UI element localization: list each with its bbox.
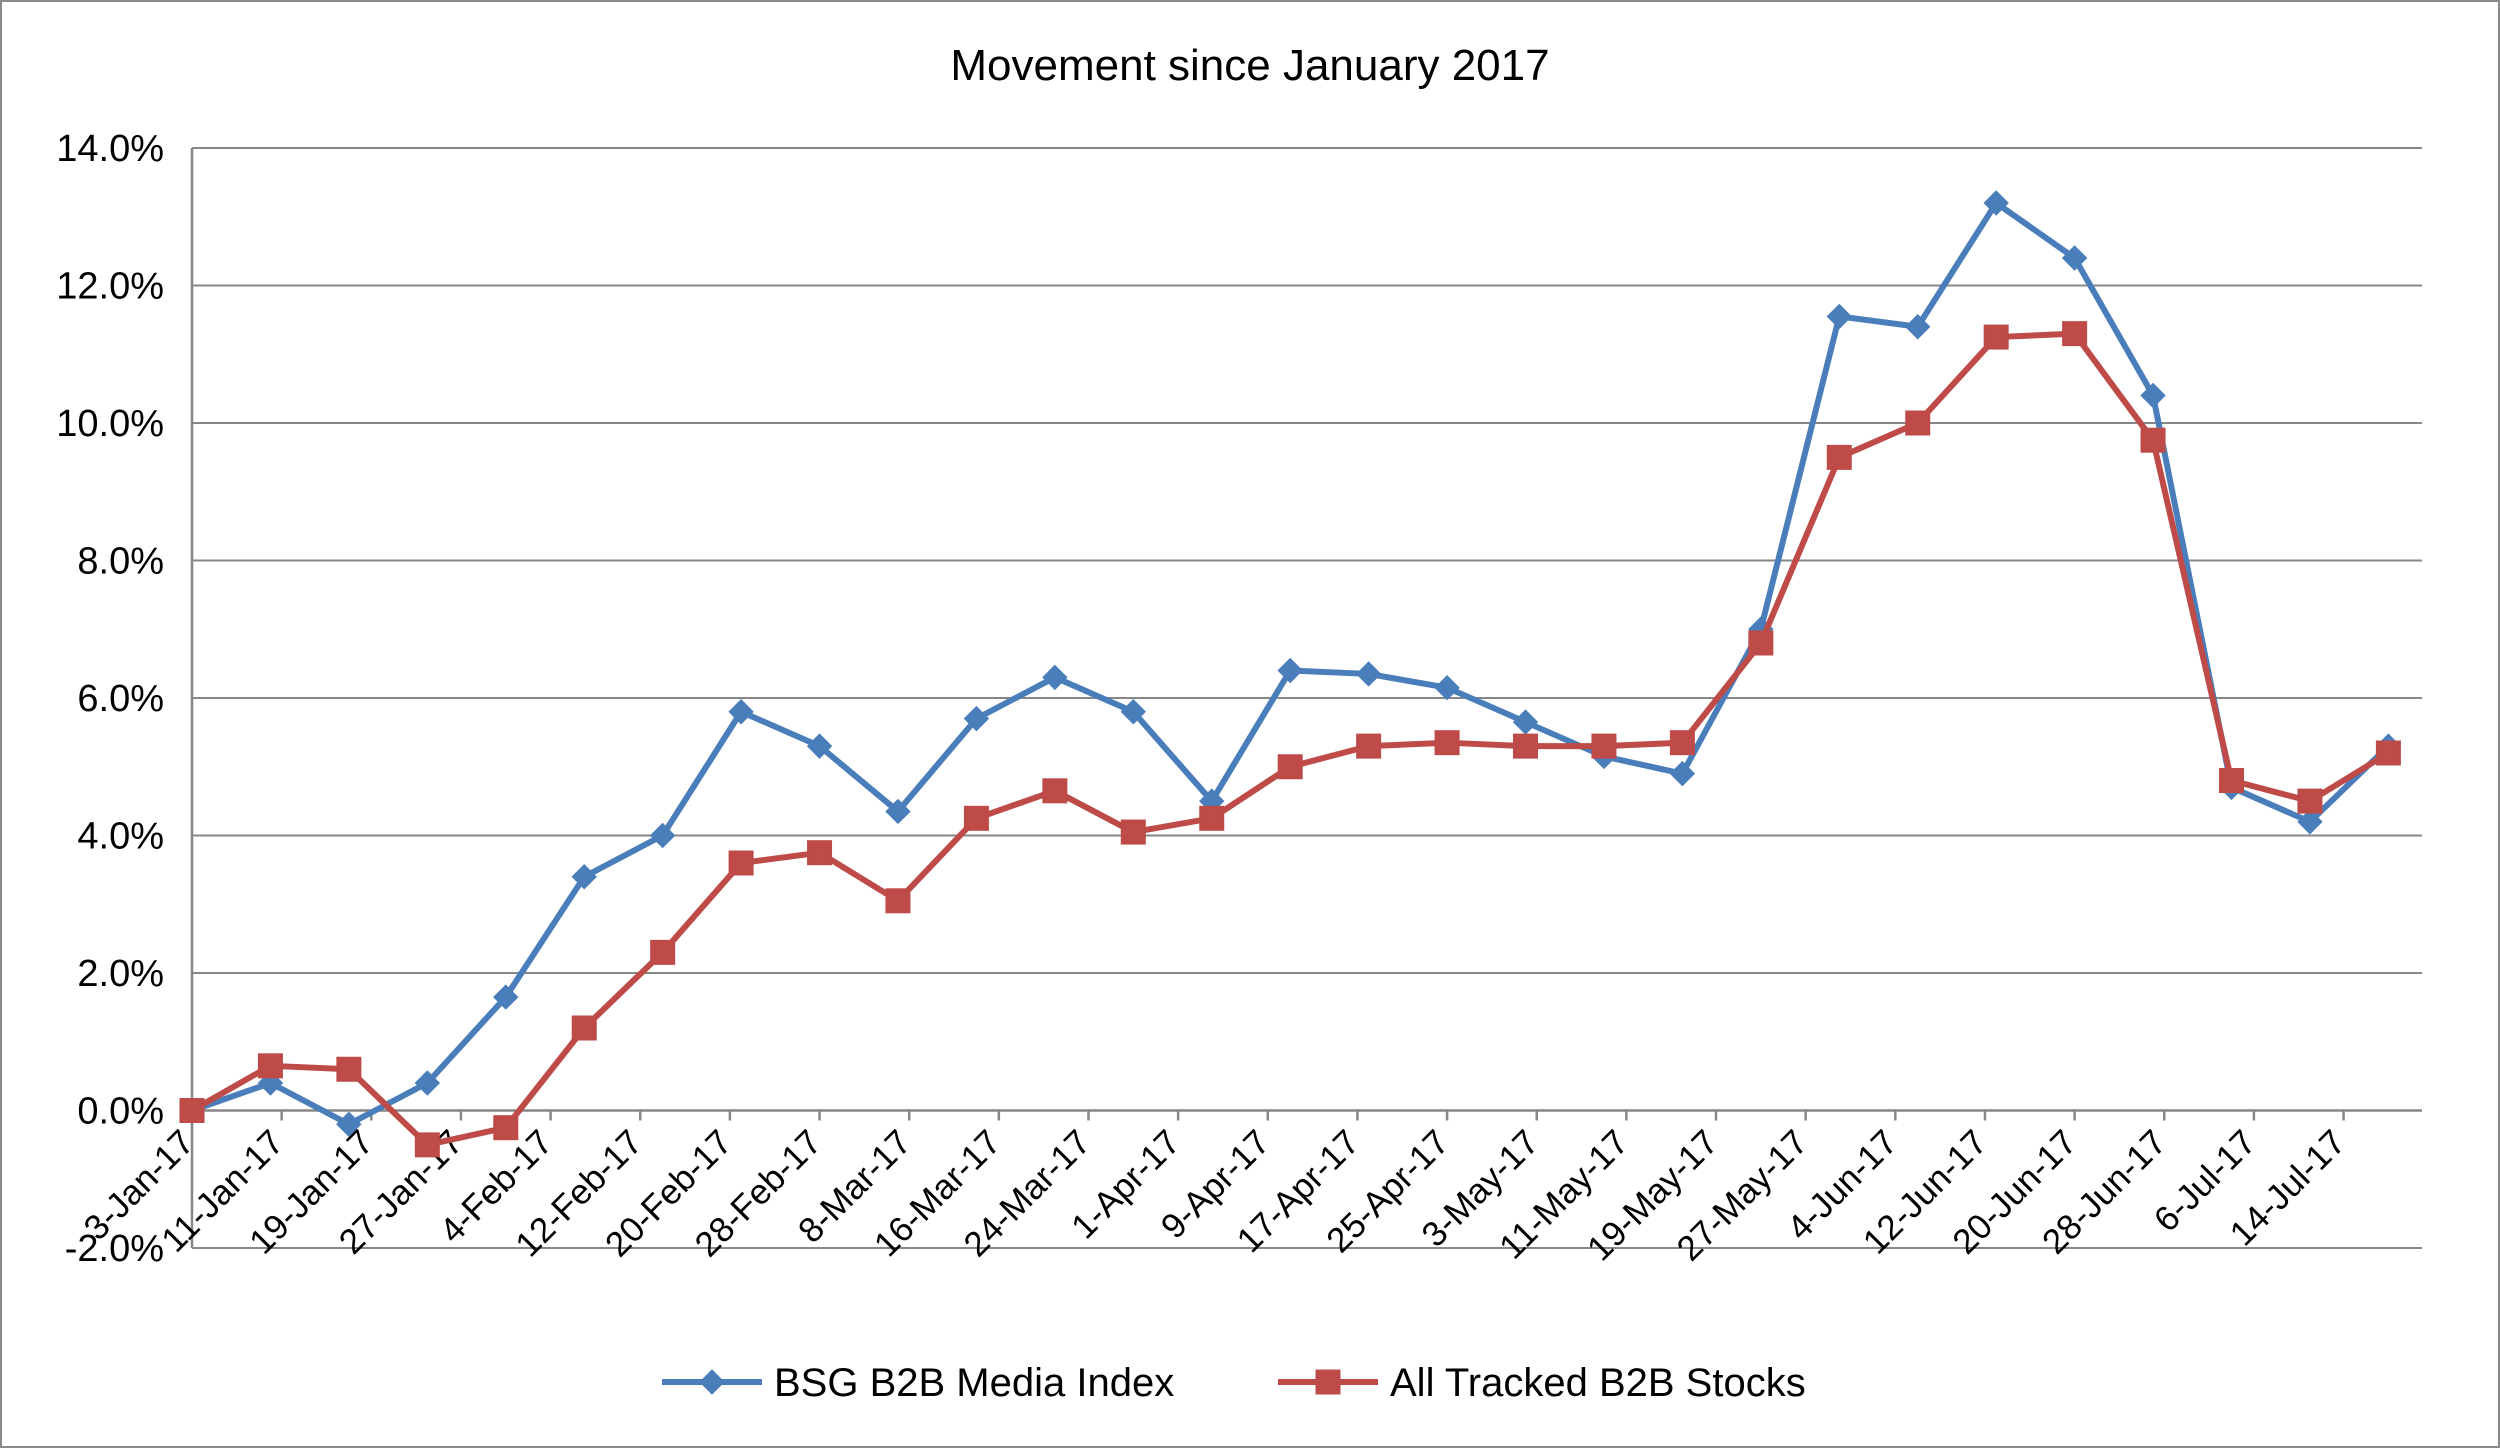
data-point xyxy=(2062,321,2088,347)
series-line xyxy=(190,330,2390,1148)
legend-label: BSG B2B Media Index xyxy=(774,1361,1174,1405)
data-point xyxy=(1905,314,1931,340)
data-point xyxy=(1669,730,1695,756)
y-tick-label: 12.0% xyxy=(56,266,164,308)
data-point xyxy=(1120,819,1146,845)
data-point xyxy=(649,822,676,849)
y-tick-label: 14.0% xyxy=(56,128,164,170)
data-point xyxy=(885,888,911,914)
legend-item: All Tracked B2B Stocks xyxy=(1278,1361,1806,1405)
data-point xyxy=(179,1098,205,1123)
gridlines xyxy=(192,147,2422,1249)
series-1 xyxy=(179,190,2402,1137)
data-point xyxy=(2140,382,2166,409)
data-point xyxy=(1748,630,1774,656)
chart-title: Movement since January 2017 xyxy=(950,41,1549,90)
data-point xyxy=(2061,245,2088,271)
data-point xyxy=(414,1070,441,1096)
series xyxy=(179,190,2402,1158)
data-point xyxy=(2140,427,2166,453)
data-point xyxy=(1826,303,1852,330)
data-point xyxy=(1042,778,1068,804)
y-tick-label: 8.0% xyxy=(77,541,164,583)
data-point xyxy=(1356,733,1382,759)
data-point xyxy=(1277,657,1303,684)
data-point xyxy=(1905,410,1931,436)
data-point xyxy=(728,699,754,725)
data-point xyxy=(963,805,989,831)
data-point xyxy=(2218,768,2244,793)
data-point xyxy=(414,1132,440,1158)
data-point xyxy=(650,939,676,965)
legend-marker xyxy=(1315,1369,1341,1395)
y-tick-label: 10.0% xyxy=(56,403,164,445)
legend-item: BSG B2B Media Index xyxy=(662,1361,1174,1405)
data-point xyxy=(1512,709,1539,735)
data-point xyxy=(1434,730,1460,756)
data-point xyxy=(1434,674,1460,701)
legend-marker xyxy=(699,1369,725,1395)
data-point xyxy=(336,1056,362,1082)
data-point xyxy=(1826,444,1852,470)
y-tick-label: 4.0% xyxy=(77,816,164,858)
data-point xyxy=(571,1015,597,1041)
y-tick-label: -2.0% xyxy=(65,1228,164,1270)
data-point xyxy=(1513,733,1539,759)
data-point xyxy=(571,864,597,890)
data-point xyxy=(2375,740,2401,766)
data-point xyxy=(1591,733,1617,759)
data-point xyxy=(257,1053,283,1079)
data-point xyxy=(728,850,754,876)
data-point xyxy=(2297,788,2323,814)
legend-label: All Tracked B2B Stocks xyxy=(1390,1361,1806,1405)
data-point xyxy=(807,840,833,866)
data-point xyxy=(1983,190,2009,216)
y-tick-label: 0.0% xyxy=(77,1091,164,1133)
axes xyxy=(190,148,2422,1248)
y-axis-ticks: -2.0% 0.0% 2.0% 4.0% 6.0% 8.0% 10.0% 12.0% 14.0% xyxy=(56,128,164,1270)
data-point xyxy=(1983,324,2009,350)
legend: BSG B2B Media Index All Tracked B2B Stock… xyxy=(662,1361,1806,1405)
data-point xyxy=(2297,809,2323,835)
data-point xyxy=(1120,699,1147,725)
data-point xyxy=(493,1115,519,1141)
data-point xyxy=(1199,805,1225,831)
y-tick-label: 6.0% xyxy=(77,678,164,720)
data-point xyxy=(493,984,519,1010)
data-point xyxy=(963,705,990,732)
data-point xyxy=(1355,661,1382,687)
y-tick-label: 2.0% xyxy=(77,953,164,995)
data-point xyxy=(806,733,833,759)
data-point xyxy=(885,798,911,825)
data-point xyxy=(336,1111,362,1137)
data-point xyxy=(1669,760,1696,787)
data-point xyxy=(1042,664,1068,691)
data-point xyxy=(1277,754,1303,780)
series-2 xyxy=(179,321,2401,1158)
